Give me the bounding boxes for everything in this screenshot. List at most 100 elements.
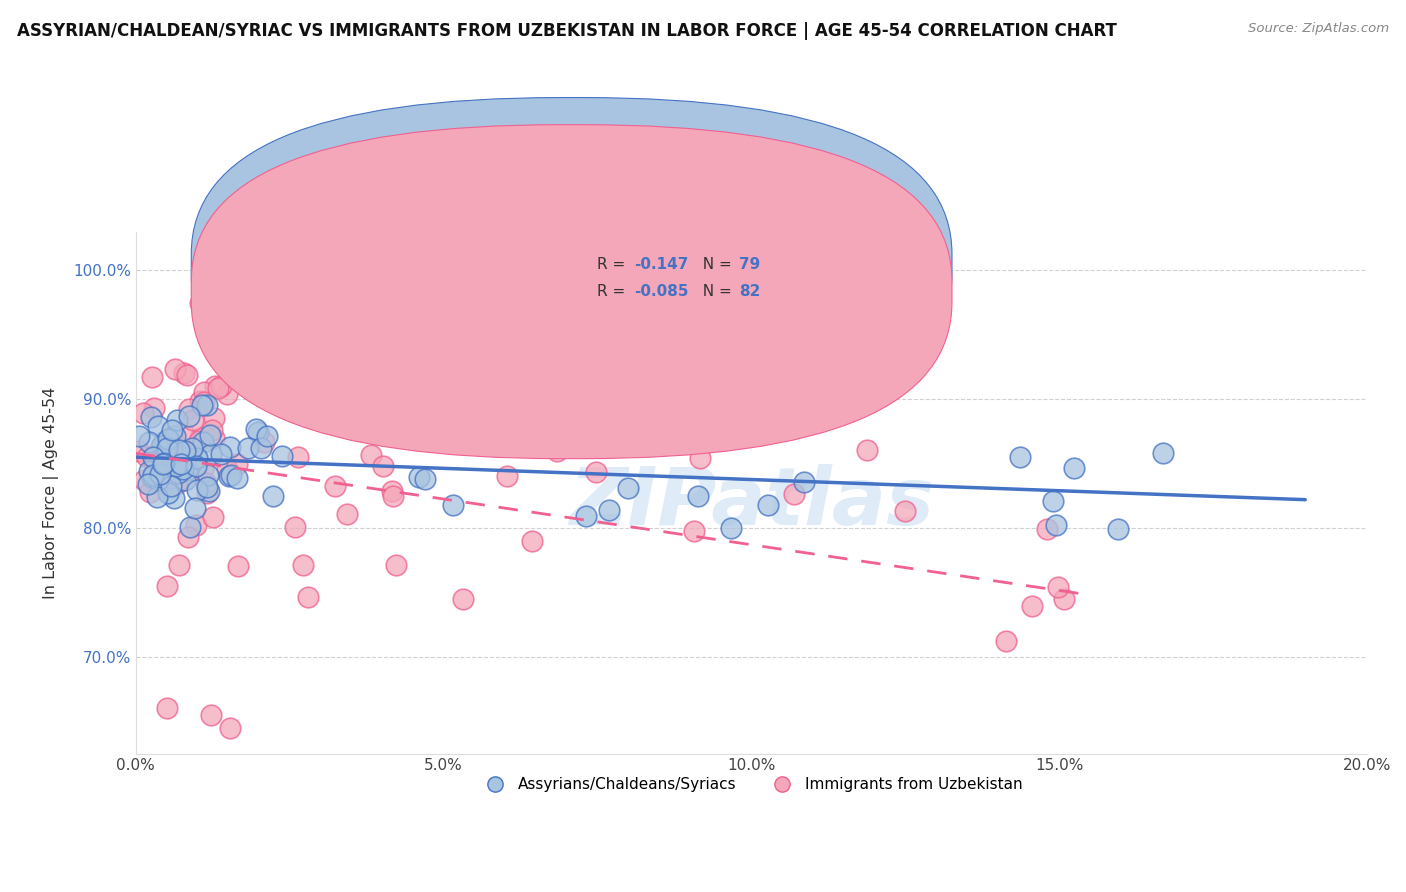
Point [585,466,607,480]
Point [1153,446,1175,460]
Point [225,471,247,485]
Point [202,431,225,445]
Text: ASSYRIAN/CHALDEAN/SYRIAC VS IMMIGRANTS FROM UZBEKISTAN IN LABOR FORCE | AGE 45-5: ASSYRIAN/CHALDEAN/SYRIAC VS IMMIGRANTS F… [17,22,1116,40]
Point [139,485,162,500]
Point [186,450,208,465]
Point [160,423,183,437]
Text: ZIPatlas: ZIPatlas [569,464,934,542]
Point [198,484,221,499]
Point [193,394,215,409]
Point [195,480,218,494]
Point [441,499,464,513]
Point [184,458,207,473]
Point [174,444,197,458]
Point [198,428,221,442]
Point [246,425,269,439]
Point [145,490,167,504]
Point [156,441,179,455]
Text: R =: R = [598,285,631,299]
Point [381,490,404,504]
Point [156,701,179,715]
Point [160,479,183,493]
Point [287,450,309,465]
Point [184,501,207,516]
Point [408,469,430,483]
Point [179,520,201,534]
Point [170,458,193,472]
Point [169,558,191,572]
Point [325,374,347,388]
Point [191,434,214,449]
Point [132,473,155,487]
Text: N =: N = [693,257,737,272]
Point [995,634,1018,648]
Point [142,450,165,464]
Point [522,534,544,549]
Point [209,447,232,461]
Legend: Assyrians/Chaldeans/Syriacs, Immigrants from Uzbekistan: Assyrians/Chaldeans/Syriacs, Immigrants … [474,771,1029,798]
Point [177,401,200,416]
Point [253,434,276,449]
Point [218,469,240,483]
Point [172,462,194,476]
Point [360,448,382,462]
Point [176,368,198,382]
Point [143,457,166,471]
Point [225,457,247,471]
Text: 82: 82 [740,285,761,299]
Point [733,428,755,442]
Point [1063,461,1085,475]
Point [1042,494,1064,508]
Point [179,448,201,462]
Point [163,429,186,443]
Point [574,509,596,524]
Point [215,462,238,476]
Point [176,462,198,476]
Point [219,440,242,454]
FancyBboxPatch shape [191,125,952,458]
Point [173,367,195,381]
Point [226,558,249,573]
Point [181,412,204,426]
Point [200,447,222,461]
Point [128,429,150,443]
Point [162,428,184,442]
Point [166,466,188,480]
Point [1107,522,1129,536]
Point [894,504,917,518]
Point [190,399,212,413]
Point [139,410,162,425]
Point [165,477,187,491]
Point [174,455,197,469]
Point [200,707,222,722]
Point [720,521,742,535]
Point [284,520,307,534]
Point [256,428,278,442]
Point [188,295,211,310]
Point [138,477,160,491]
Point [132,406,155,420]
Point [291,558,314,572]
Point [143,474,166,488]
Point [215,386,238,401]
Point [202,510,225,524]
Point [172,425,194,439]
Point [141,469,163,483]
Y-axis label: In Labor Force | Age 45-54: In Labor Force | Age 45-54 [44,386,59,599]
Text: -0.085: -0.085 [634,285,689,299]
Point [174,473,197,487]
Point [855,443,877,458]
Point [204,379,226,393]
Text: -0.147: -0.147 [634,257,689,272]
Point [188,431,211,445]
Point [138,464,160,478]
Point [221,468,243,483]
Point [156,485,179,500]
Point [336,508,359,522]
Point [271,449,294,463]
Point [1046,580,1069,594]
Point [683,524,706,538]
Point [793,475,815,489]
Point [166,413,188,427]
Point [191,462,214,476]
